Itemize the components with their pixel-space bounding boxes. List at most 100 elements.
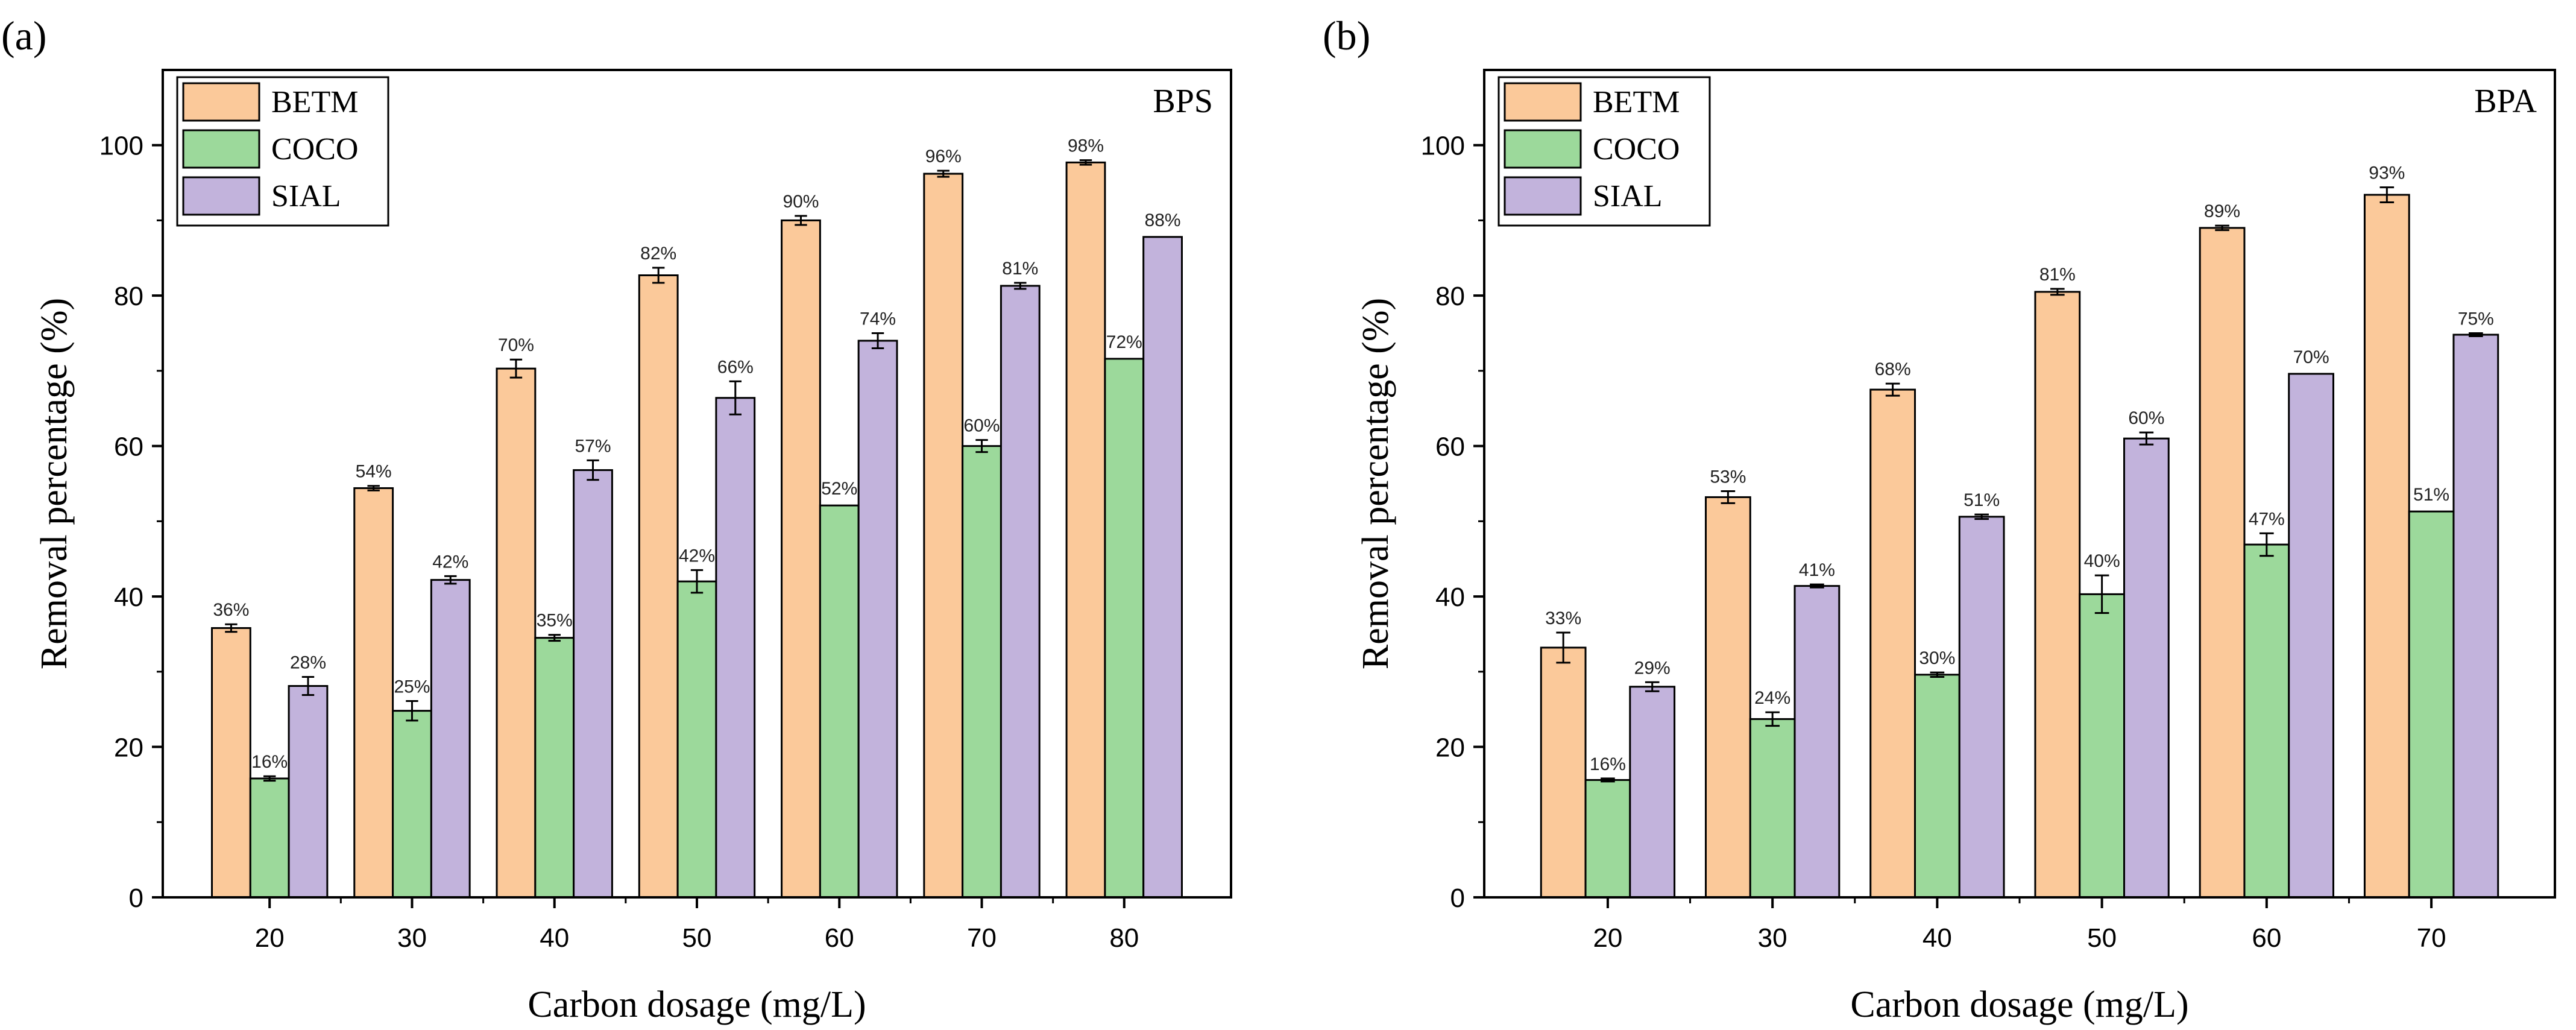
data-label: 90% bbox=[783, 192, 819, 212]
data-label: 16% bbox=[251, 752, 288, 772]
x-tick-label: 70 bbox=[2417, 923, 2446, 953]
bar-betm bbox=[923, 172, 964, 899]
x-tick-label: 50 bbox=[2087, 923, 2117, 953]
data-label: 98% bbox=[1068, 136, 1104, 156]
data-label: 42% bbox=[679, 546, 715, 566]
legend-swatch-coco bbox=[182, 129, 260, 169]
bar-betm bbox=[353, 487, 394, 899]
x-tick-label: 80 bbox=[1109, 923, 1139, 953]
data-label: 52% bbox=[821, 479, 857, 499]
data-label: 60% bbox=[964, 416, 1000, 436]
data-label: 89% bbox=[2204, 201, 2240, 221]
data-label: 42% bbox=[432, 552, 468, 572]
legend-label: COCO bbox=[271, 132, 358, 166]
bar-coco bbox=[676, 580, 717, 899]
bar-sial bbox=[1000, 285, 1041, 899]
bar-sial bbox=[2288, 373, 2335, 899]
data-label: 30% bbox=[1919, 648, 1955, 668]
data-label: 28% bbox=[290, 653, 326, 673]
bar-coco bbox=[249, 777, 290, 899]
legend-swatch-sial bbox=[182, 176, 260, 216]
data-label: 36% bbox=[213, 600, 249, 620]
bar-sial bbox=[1958, 516, 2005, 899]
data-label: 70% bbox=[2293, 347, 2329, 367]
data-label: 51% bbox=[1963, 490, 2000, 510]
bar-coco bbox=[1749, 718, 1796, 899]
bar-coco bbox=[962, 445, 1002, 899]
data-label: 33% bbox=[1545, 608, 1581, 628]
data-label: 88% bbox=[1145, 210, 1181, 230]
bar-betm bbox=[1704, 496, 1751, 899]
legend: BETM COCO SIAL bbox=[176, 76, 389, 227]
data-label: 53% bbox=[1710, 467, 1746, 487]
x-tick-label: 60 bbox=[825, 923, 854, 953]
x-axis-title: Carbon dosage (mg/L) bbox=[527, 984, 866, 1025]
y-tick-label: 60 bbox=[114, 432, 143, 462]
legend-swatch-betm bbox=[1504, 82, 1582, 122]
data-label: 81% bbox=[1002, 259, 1038, 279]
y-tick-label: 0 bbox=[1450, 883, 1465, 913]
bar-betm bbox=[211, 627, 251, 899]
x-tick-label: 70 bbox=[967, 923, 997, 953]
legend-label: BETM bbox=[271, 85, 358, 119]
data-label: 41% bbox=[1799, 560, 1835, 580]
data-label: 82% bbox=[640, 244, 676, 264]
bar-sial bbox=[573, 469, 613, 899]
data-label: 57% bbox=[575, 436, 611, 456]
x-tick-label: 40 bbox=[540, 923, 569, 953]
x-axis-title: Carbon dosage (mg/L) bbox=[1850, 984, 2188, 1025]
data-label: 93% bbox=[2369, 163, 2405, 183]
legend: BETM COCO SIAL bbox=[1497, 76, 1711, 227]
data-label: 66% bbox=[717, 357, 754, 377]
bar-sial bbox=[857, 340, 898, 899]
legend-label: SIAL bbox=[271, 179, 341, 213]
bar-sial bbox=[1142, 236, 1183, 899]
bar-coco bbox=[1584, 779, 1631, 899]
bar-sial bbox=[1793, 585, 1841, 899]
bar-coco bbox=[1104, 358, 1145, 899]
bar-sial bbox=[2123, 437, 2170, 899]
data-label: 70% bbox=[498, 335, 534, 355]
bar-coco bbox=[534, 637, 575, 899]
y-tick-label: 60 bbox=[1435, 432, 1465, 462]
data-label: 54% bbox=[356, 462, 392, 482]
data-label: 35% bbox=[537, 611, 573, 631]
x-tick-label: 30 bbox=[1758, 923, 1787, 953]
x-tick-label: 40 bbox=[1923, 923, 1952, 953]
data-label: 25% bbox=[394, 677, 430, 697]
chart-panel-b: (b) 33% 53% 68% 81% 89% 93% 16% 24% 30% 40% 47% 51% 2… bbox=[1323, 13, 2556, 1025]
legend-swatch-coco bbox=[1504, 129, 1582, 169]
y-tick-label: 40 bbox=[1435, 583, 1465, 612]
data-label: 51% bbox=[2413, 485, 2449, 505]
data-label: 60% bbox=[2128, 408, 2164, 428]
bar-betm bbox=[638, 274, 679, 899]
y-tick-label: 20 bbox=[1435, 733, 1465, 763]
x-tick-label: 30 bbox=[397, 923, 427, 953]
bar-sial bbox=[2452, 333, 2499, 899]
bar-sial bbox=[1629, 686, 1676, 899]
y-tick-label: 0 bbox=[129, 883, 143, 913]
bar-betm bbox=[781, 219, 821, 899]
y-axis-title: Removal percentage (%) bbox=[34, 298, 75, 669]
chart-panel-a: (a) 36% 54% 70% 82% 90% 96% 98% 16% 25% 35% 42% 52% 6… bbox=[1, 13, 1232, 1025]
y-tick-label: 20 bbox=[114, 733, 143, 763]
x-tick-label: 60 bbox=[2252, 923, 2281, 953]
bar-coco bbox=[2408, 510, 2455, 899]
bar-coco bbox=[819, 504, 860, 899]
data-label: 47% bbox=[2249, 509, 2285, 529]
x-tick-label: 20 bbox=[255, 923, 285, 953]
panel-label: (a) bbox=[1, 13, 46, 58]
y-tick-label: 80 bbox=[1435, 282, 1465, 311]
bar-betm bbox=[2034, 291, 2081, 899]
bar-betm bbox=[2199, 227, 2246, 899]
data-label: 29% bbox=[1634, 658, 1671, 678]
x-tick-label: 20 bbox=[1593, 923, 1622, 953]
data-label: 81% bbox=[2039, 265, 2076, 285]
data-label: 68% bbox=[1875, 359, 1911, 379]
data-label: 96% bbox=[925, 147, 962, 166]
y-tick-label: 80 bbox=[114, 282, 143, 311]
data-label: 24% bbox=[1754, 688, 1790, 708]
bar-sial bbox=[430, 579, 471, 899]
legend-label: BETM bbox=[1593, 85, 1680, 119]
